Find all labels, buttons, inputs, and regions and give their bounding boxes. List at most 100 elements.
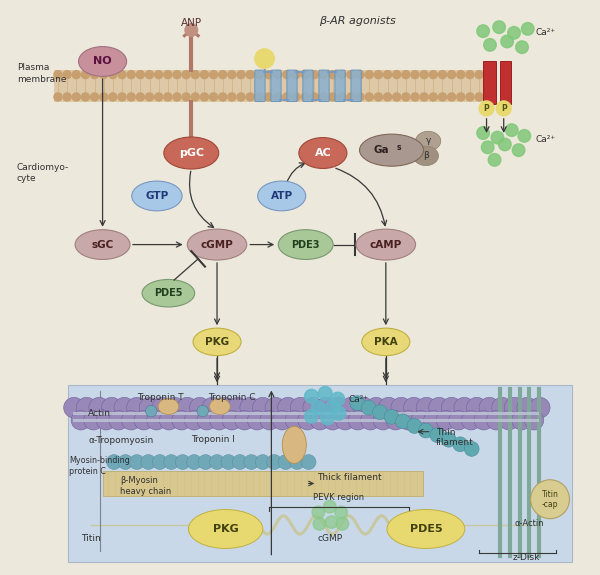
- Circle shape: [292, 93, 300, 101]
- Circle shape: [521, 22, 534, 35]
- Circle shape: [267, 455, 281, 469]
- Circle shape: [391, 397, 412, 418]
- Circle shape: [139, 397, 160, 418]
- Circle shape: [481, 141, 494, 154]
- Ellipse shape: [278, 229, 333, 259]
- Circle shape: [100, 93, 108, 101]
- Circle shape: [347, 71, 355, 79]
- Circle shape: [477, 25, 490, 37]
- Circle shape: [76, 397, 97, 418]
- Text: Ca²⁺: Ca²⁺: [348, 394, 368, 404]
- Text: Myosin-binding
protein C: Myosin-binding protein C: [69, 457, 130, 476]
- Circle shape: [310, 71, 319, 79]
- Text: PKG: PKG: [205, 337, 229, 347]
- Ellipse shape: [413, 146, 439, 166]
- Bar: [500, 62, 511, 105]
- Circle shape: [383, 93, 392, 101]
- Circle shape: [332, 407, 346, 420]
- Circle shape: [442, 397, 462, 418]
- Circle shape: [505, 124, 518, 136]
- Bar: [103, 470, 423, 496]
- Bar: [68, 385, 572, 562]
- Circle shape: [301, 71, 309, 79]
- Circle shape: [411, 71, 419, 79]
- Circle shape: [134, 411, 154, 430]
- Circle shape: [290, 455, 305, 469]
- Text: sGC: sGC: [91, 240, 114, 250]
- Text: P: P: [501, 104, 506, 113]
- FancyBboxPatch shape: [351, 70, 361, 102]
- Circle shape: [187, 455, 202, 469]
- Circle shape: [191, 93, 199, 101]
- Circle shape: [191, 71, 199, 79]
- Circle shape: [348, 411, 368, 430]
- Circle shape: [325, 516, 338, 528]
- Circle shape: [319, 386, 332, 400]
- Text: NO: NO: [93, 56, 112, 67]
- Circle shape: [164, 93, 172, 101]
- Text: PDE5: PDE5: [410, 524, 442, 534]
- Circle shape: [402, 71, 410, 79]
- Text: AC: AC: [314, 148, 331, 158]
- Circle shape: [130, 455, 145, 469]
- Text: α-Tropomyosin: α-Tropomyosin: [88, 436, 154, 446]
- Circle shape: [335, 411, 355, 430]
- Circle shape: [260, 411, 280, 430]
- FancyBboxPatch shape: [319, 70, 329, 102]
- Circle shape: [335, 506, 347, 519]
- Circle shape: [256, 455, 270, 469]
- Ellipse shape: [188, 509, 263, 549]
- Circle shape: [365, 93, 373, 101]
- Circle shape: [311, 401, 325, 415]
- Text: PDE3: PDE3: [292, 240, 320, 250]
- Circle shape: [219, 93, 227, 101]
- Circle shape: [152, 455, 167, 469]
- Circle shape: [109, 93, 117, 101]
- Circle shape: [256, 93, 263, 101]
- Circle shape: [430, 428, 445, 443]
- Circle shape: [84, 411, 103, 430]
- Circle shape: [63, 93, 71, 101]
- Circle shape: [283, 71, 291, 79]
- Circle shape: [467, 397, 487, 418]
- Circle shape: [305, 389, 319, 403]
- Circle shape: [146, 71, 154, 79]
- Circle shape: [310, 93, 319, 101]
- Text: ANP: ANP: [181, 18, 202, 28]
- Text: cGMP: cGMP: [200, 240, 233, 250]
- Circle shape: [82, 93, 89, 101]
- Circle shape: [319, 71, 328, 79]
- Circle shape: [198, 455, 213, 469]
- Text: Troponin I: Troponin I: [191, 435, 235, 444]
- Circle shape: [227, 397, 248, 418]
- Circle shape: [182, 71, 190, 79]
- Circle shape: [398, 411, 418, 430]
- Text: ATP: ATP: [271, 191, 293, 201]
- Circle shape: [420, 93, 428, 101]
- Circle shape: [411, 411, 430, 430]
- Bar: [54, 70, 491, 102]
- Circle shape: [100, 71, 108, 79]
- Circle shape: [496, 101, 511, 116]
- Circle shape: [475, 71, 483, 79]
- Text: PKA: PKA: [374, 337, 398, 347]
- Circle shape: [190, 397, 210, 418]
- Text: P: P: [484, 104, 490, 113]
- Text: β-Myosin
heavy chain: β-Myosin heavy chain: [120, 476, 171, 496]
- Circle shape: [361, 411, 380, 430]
- Circle shape: [237, 93, 245, 101]
- Text: Cardiomyo-
cyte: Cardiomyo- cyte: [17, 163, 69, 183]
- FancyBboxPatch shape: [303, 70, 313, 102]
- Circle shape: [209, 93, 218, 101]
- Circle shape: [292, 71, 300, 79]
- Circle shape: [54, 93, 62, 101]
- Circle shape: [356, 93, 364, 101]
- Circle shape: [305, 409, 319, 423]
- Circle shape: [436, 411, 455, 430]
- Circle shape: [457, 71, 465, 79]
- Circle shape: [484, 71, 492, 79]
- Circle shape: [407, 419, 422, 434]
- Ellipse shape: [158, 398, 179, 415]
- Circle shape: [274, 71, 281, 79]
- Circle shape: [374, 93, 382, 101]
